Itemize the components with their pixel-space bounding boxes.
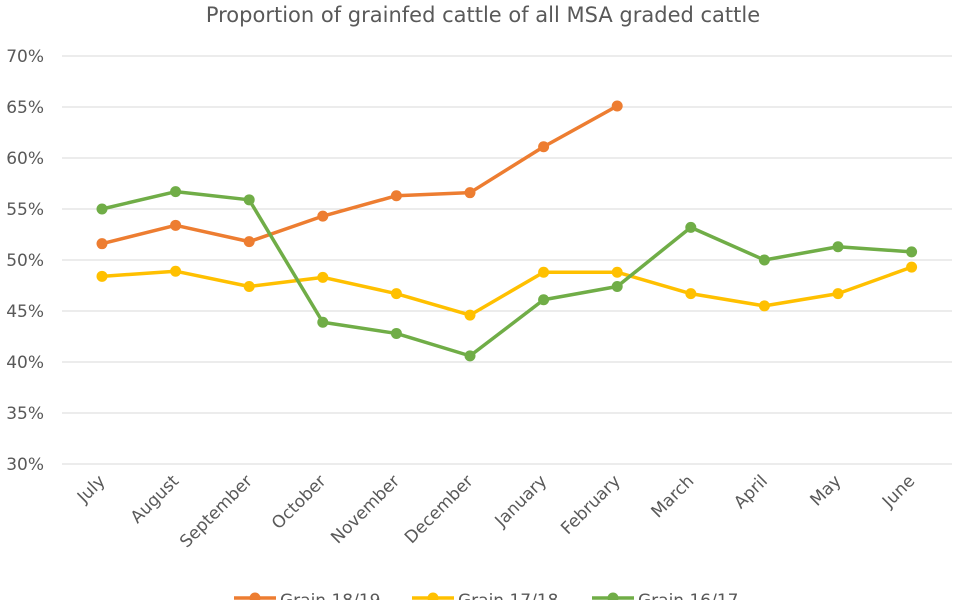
x-tick-label: October <box>268 471 330 533</box>
data-point <box>906 246 918 258</box>
data-point <box>390 288 402 300</box>
data-point <box>758 254 770 266</box>
legend-label: Grain 16/17 <box>638 591 738 600</box>
y-tick-label: 50% <box>6 251 44 271</box>
data-point <box>390 327 402 339</box>
x-tick-label: January <box>491 471 551 531</box>
x-tick-label: September <box>176 471 257 552</box>
data-point <box>96 203 108 215</box>
legend-label: Grain 17/18 <box>458 591 558 600</box>
legend-item: Grain 16/17 <box>592 591 738 600</box>
chart-title: Proportion of grainfed cattle of all MSA… <box>206 3 760 27</box>
y-tick-label: 70% <box>6 47 44 67</box>
series-2 <box>96 186 918 362</box>
series-line <box>100 189 914 358</box>
x-tick-label: March <box>648 471 699 522</box>
data-point <box>611 100 623 112</box>
data-point <box>685 288 697 300</box>
y-tick-label: 40% <box>6 353 44 373</box>
data-point <box>832 288 844 300</box>
data-point <box>317 316 329 328</box>
data-point <box>832 241 844 253</box>
data-point <box>243 194 255 206</box>
data-point <box>170 219 182 231</box>
data-point <box>96 270 108 282</box>
data-point <box>390 190 402 202</box>
data-point <box>538 141 550 153</box>
data-point <box>96 238 108 250</box>
y-tick-label: 45% <box>6 302 44 322</box>
data-point <box>464 187 476 199</box>
data-point <box>758 300 770 312</box>
x-tick-label: May <box>807 471 846 510</box>
data-point <box>538 294 550 306</box>
x-tick-label: December <box>401 471 477 547</box>
data-point <box>464 350 476 362</box>
data-point <box>243 236 255 248</box>
y-tick-label: 55% <box>6 200 44 220</box>
data-point <box>170 186 182 198</box>
data-point <box>611 281 623 293</box>
series-1 <box>96 261 918 321</box>
legend-item: Grain 17/18 <box>412 591 558 600</box>
y-tick-label: 60% <box>6 149 44 169</box>
data-point <box>906 261 918 273</box>
data-point <box>538 266 550 278</box>
legend-label: Grain 18/19 <box>280 591 380 600</box>
data-point <box>317 210 329 222</box>
x-tick-label: July <box>73 471 109 507</box>
series-0 <box>96 100 623 250</box>
y-tick-label: 35% <box>6 404 44 424</box>
data-point <box>170 265 182 277</box>
y-axis-ticks: 30% 35% 40% 45% 50% 55% 60% 65% 70% <box>6 47 44 475</box>
legend-swatch-marker <box>607 592 619 600</box>
series-line <box>100 265 914 317</box>
y-tick-label: 65% <box>6 98 44 118</box>
gridlines <box>62 55 952 465</box>
data-point <box>685 221 697 233</box>
data-point <box>317 271 329 283</box>
series-lines <box>96 100 918 362</box>
series-line <box>100 104 619 246</box>
x-tick-label: August <box>127 471 183 527</box>
x-tick-label: February <box>557 471 624 538</box>
legend: Grain 18/19 Grain 17/18 Grain 16/17 <box>234 591 738 600</box>
data-point <box>243 281 255 293</box>
data-point <box>611 266 623 278</box>
y-tick-label: 30% <box>6 455 44 475</box>
x-tick-label: April <box>730 471 772 513</box>
legend-swatch-marker <box>249 592 261 600</box>
data-point <box>464 309 476 321</box>
legend-item: Grain 18/19 <box>234 591 380 600</box>
x-tick-label: November <box>327 471 404 548</box>
x-tick-label: June <box>878 471 919 512</box>
legend-swatch-marker <box>427 592 439 600</box>
